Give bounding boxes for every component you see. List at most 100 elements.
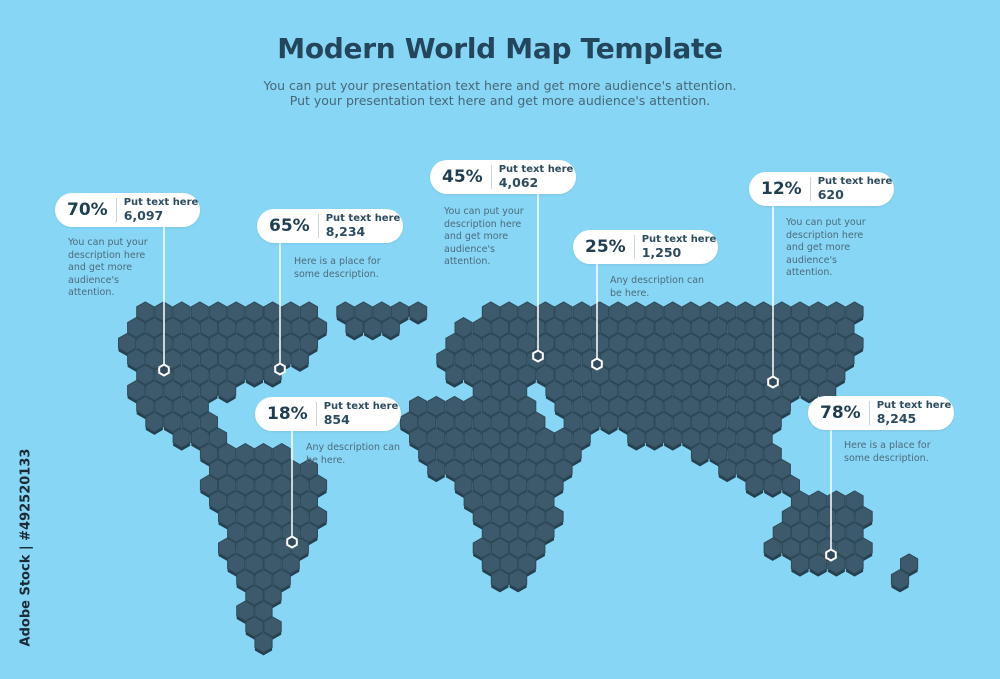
map-hexagon xyxy=(172,301,191,325)
map-hexagon xyxy=(227,301,246,325)
map-hexagon xyxy=(163,317,182,341)
map-hexagon xyxy=(836,348,855,372)
map-hexagon xyxy=(545,443,564,467)
map-hexagon xyxy=(290,506,309,530)
map-hexagon xyxy=(636,411,655,435)
map-hexagon xyxy=(427,427,446,451)
map-hexagon xyxy=(654,348,673,372)
map-hexagon xyxy=(736,332,755,357)
map-hexagon xyxy=(690,317,709,341)
map-hexagon xyxy=(509,348,528,372)
map-hexagon xyxy=(727,380,746,404)
map-hexagon xyxy=(454,474,473,498)
map-hexagon xyxy=(209,301,228,325)
map-hexagon xyxy=(481,490,500,514)
map-hexagon xyxy=(781,474,800,498)
map-hexagon xyxy=(790,521,810,546)
map-hexagon xyxy=(509,411,528,435)
map-hexagon xyxy=(681,364,700,388)
map-hexagon xyxy=(272,443,291,467)
map-hexagon xyxy=(254,348,273,372)
map-hexagon xyxy=(199,474,218,498)
map-hexagon xyxy=(636,348,655,372)
map-hexagon xyxy=(499,427,519,451)
map-hexagon xyxy=(181,348,200,372)
map-hexagon xyxy=(309,474,328,498)
marker-label: Put text here xyxy=(498,164,574,175)
map-hexagon xyxy=(527,317,546,341)
map-hexagon xyxy=(190,364,209,388)
map-hexagon xyxy=(790,553,810,577)
map-hexagon xyxy=(209,490,228,514)
map-hexagon xyxy=(536,521,555,546)
map-hexagon xyxy=(263,553,282,577)
map-hexagon xyxy=(245,490,264,514)
marker-percent: 70% xyxy=(55,198,117,222)
map-hexagon xyxy=(499,521,519,546)
map-hexagon xyxy=(809,301,828,325)
marker-percent: 65% xyxy=(257,214,319,238)
map-hexagon xyxy=(754,427,773,451)
map-hexagon xyxy=(472,411,491,435)
map-hexagon xyxy=(672,348,691,372)
map-hexagon xyxy=(218,474,237,498)
map-hexagon xyxy=(409,395,428,420)
map-hexagon xyxy=(827,332,846,357)
map-hexagon xyxy=(409,301,428,325)
map-hexagon xyxy=(118,332,137,357)
map-hexagon xyxy=(281,301,300,325)
map-hexagon xyxy=(545,380,564,404)
map-hexagon xyxy=(627,301,646,325)
map-hexagon xyxy=(563,411,582,435)
marker-percent: 12% xyxy=(749,177,811,201)
map-hexagon xyxy=(654,317,673,341)
map-hexagon xyxy=(218,443,237,467)
map-hexagon xyxy=(581,411,600,435)
map-hexagon xyxy=(790,332,810,357)
map-hexagon xyxy=(527,474,546,498)
map-hexagon xyxy=(518,458,537,483)
map-hexagon xyxy=(700,364,719,388)
map-hexagon xyxy=(172,364,191,388)
map-hexagon xyxy=(681,427,700,451)
map-hexagon xyxy=(572,301,591,325)
map-hexagon xyxy=(654,411,673,435)
map-hexagon xyxy=(627,332,646,357)
map-hexagon xyxy=(481,332,500,357)
map-hexagon xyxy=(527,506,546,530)
map-hexagon xyxy=(136,301,155,325)
map-hexagon xyxy=(809,521,828,546)
map-hexagon xyxy=(481,427,500,451)
map-hexagon xyxy=(518,301,537,325)
map-hexagon xyxy=(800,380,819,404)
map-hexagon xyxy=(736,301,755,325)
marker-label: Put text here xyxy=(876,400,952,411)
map-hexagon xyxy=(363,317,382,341)
map-hexagon xyxy=(690,411,709,435)
map-hexagon xyxy=(509,506,528,530)
map-hexagon xyxy=(499,458,519,483)
map-hexagon xyxy=(827,301,846,325)
map-hexagon xyxy=(600,380,619,404)
map-hexagon xyxy=(727,348,746,372)
map-hexagon xyxy=(218,380,237,404)
map-hexagon xyxy=(718,364,737,388)
map-hexagon xyxy=(518,364,537,388)
map-hexagon xyxy=(445,458,464,483)
map-hexagon xyxy=(563,348,582,372)
marker-description: You can put your description here and ge… xyxy=(68,237,148,298)
map-hexagon xyxy=(354,301,373,325)
map-hexagon xyxy=(254,537,273,561)
map-hexagon xyxy=(518,490,537,514)
map-hexagon xyxy=(218,506,237,530)
map-hexagon xyxy=(254,474,273,498)
map-hexagon xyxy=(618,348,637,372)
map-hexagon xyxy=(827,364,846,388)
marker-percent: 78% xyxy=(808,401,870,425)
map-hexagon xyxy=(790,364,810,388)
map-hexagon xyxy=(536,490,555,514)
map-hexagon xyxy=(218,317,237,341)
map-hexagon xyxy=(263,458,282,483)
map-hexagon xyxy=(418,443,437,467)
map-hexagon xyxy=(472,506,491,530)
